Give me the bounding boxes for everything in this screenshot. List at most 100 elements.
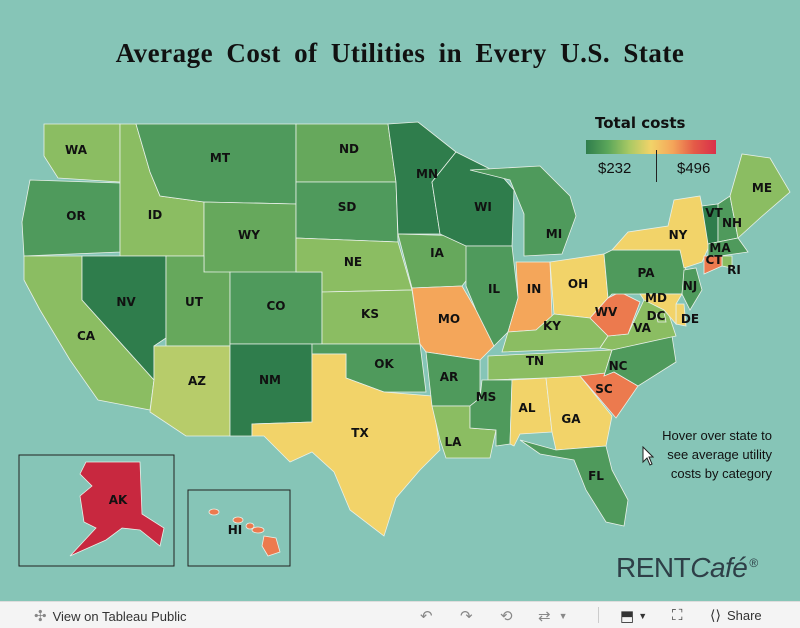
state-label-il: IL [488, 282, 500, 296]
state-label-ny: NY [669, 228, 688, 242]
state-md[interactable] [639, 293, 683, 326]
toolbar-divider [598, 607, 599, 623]
tableau-icon: ✣ [34, 608, 47, 625]
state-label-de: DE [681, 312, 699, 326]
rentcafe-logo: RENTCafé ® [616, 552, 758, 584]
state-mo[interactable] [411, 285, 495, 361]
undo-icon: ↶ [420, 608, 433, 625]
state-label-sd: SD [338, 200, 357, 214]
state-nj[interactable] [681, 267, 703, 311]
state-label-vt: VT [705, 206, 723, 220]
state-mi[interactable] [469, 165, 577, 257]
logo-prefix: RENT [616, 552, 691, 583]
state-label-id: ID [148, 208, 162, 222]
logo-suffix: Café [690, 552, 748, 583]
state-label-wv: WV [595, 305, 618, 319]
fullscreen-icon: ⛶ [672, 607, 683, 624]
state-az[interactable] [149, 345, 231, 437]
state-label-ok: OK [374, 357, 394, 371]
state-label-ct: CT [706, 253, 724, 267]
redo-icon: ↷ [460, 608, 473, 625]
legend-tick [656, 150, 657, 182]
undo-button[interactable]: ↶ [420, 607, 433, 625]
state-label-ks: KS [361, 307, 379, 321]
share-icon: ⟨⟩ [710, 607, 721, 623]
note-line: costs by category [670, 466, 772, 481]
chevron-down-icon: ▼ [638, 611, 648, 621]
state-label-tn: TN [526, 354, 544, 368]
hawaii-inset-frame [187, 489, 291, 567]
us-state-map: WA OR CA ID NV MT WY UT AZ CO NM ND SD NE KS OK TX MN IA MO… [18, 121, 791, 567]
state-label-ne: NE [344, 255, 362, 269]
state-label-nc: NC [609, 359, 628, 373]
state-label-fl: FL [588, 469, 604, 483]
view-label: View on Tableau Public [52, 608, 187, 624]
state-label-mo: MO [438, 312, 460, 326]
state-hi[interactable] [208, 508, 281, 557]
note-line: see average utility [667, 447, 772, 462]
state-label-wi: WI [474, 200, 492, 214]
cursor-icon [642, 446, 654, 466]
state-label-in: IN [527, 282, 542, 296]
state-label-ia: IA [430, 246, 444, 260]
state-label-sc: SC [595, 382, 613, 396]
state-label-md: MD [645, 291, 667, 305]
alaska-inset-frame [18, 454, 175, 567]
state-label-nd: ND [339, 142, 359, 156]
state-ak[interactable] [69, 461, 165, 557]
tableau-toolbar: ✣ View on Tableau Public ↶ ↷ ⟲ ⇄ ▼ ⬒ ▼ ⛶ ⟨… [0, 601, 800, 628]
state-label-ms: MS [476, 390, 497, 404]
state-or[interactable] [21, 179, 121, 257]
state-label-va: VA [633, 321, 651, 335]
share-button[interactable]: ⟨⟩ Share [710, 607, 762, 624]
state-label-ri: RI [727, 263, 741, 277]
state-label-pa: PA [638, 266, 656, 280]
state-label-me: ME [752, 181, 772, 195]
share-label: Share [726, 608, 762, 623]
view-on-tableau-link[interactable]: ✣ View on Tableau Public [34, 607, 187, 625]
state-label-ky: KY [543, 319, 561, 333]
state-fl[interactable] [519, 439, 629, 527]
redo-button[interactable]: ↷ [460, 607, 473, 625]
download-icon: ⬒ [620, 608, 635, 625]
state-label-mt: MT [210, 151, 231, 165]
state-label-or: OR [66, 209, 85, 223]
download-button[interactable]: ⬒ ▼ [620, 607, 647, 625]
state-wa[interactable] [43, 123, 121, 183]
state-labels: WA OR CA ID NV MT WY UT AZ CO NM ND SD NE KS OK TX MN IA MO… [65, 142, 772, 537]
state-wi[interactable] [431, 151, 515, 247]
state-ct[interactable] [703, 255, 723, 275]
legend-min: $232 [598, 160, 632, 177]
refresh-button[interactable]: ⇄ ▼ [538, 607, 568, 625]
state-label-ga: GA [561, 412, 581, 426]
note-line: Hover over state to [662, 428, 772, 443]
fullscreen-button[interactable]: ⛶ [672, 607, 683, 624]
logo-mark: ® [749, 556, 758, 570]
state-label-mn: MN [416, 167, 438, 181]
revert-icon: ⟲ [500, 608, 513, 625]
state-label-nj: NJ [683, 279, 698, 293]
state-label-nm: NM [259, 373, 281, 387]
state-label-nh: NH [722, 216, 742, 230]
state-label-la: LA [445, 435, 463, 449]
state-label-co: CO [266, 299, 285, 313]
state-label-ar: AR [440, 370, 459, 384]
state-label-tx: TX [351, 426, 369, 440]
state-label-ca: CA [77, 329, 96, 343]
state-ma[interactable] [707, 237, 749, 257]
state-label-oh: OH [568, 277, 588, 291]
state-tx[interactable] [251, 353, 441, 537]
state-label-wa: WA [65, 143, 88, 157]
state-dc[interactable] [655, 311, 667, 323]
state-label-ut: UT [185, 295, 204, 309]
map-title: Average Cost of Utilities in Every U.S. … [115, 38, 685, 68]
state-label-ma: MA [709, 241, 731, 255]
state-label-az: AZ [188, 374, 206, 388]
chevron-down-icon: ▼ [558, 611, 568, 621]
state-label-wy: WY [238, 228, 260, 242]
state-il[interactable] [465, 245, 519, 347]
state-label-ak: AK [109, 493, 128, 507]
state-label-nv: NV [116, 295, 136, 309]
revert-button[interactable]: ⟲ [500, 607, 513, 625]
state-label-mi: MI [546, 227, 562, 241]
